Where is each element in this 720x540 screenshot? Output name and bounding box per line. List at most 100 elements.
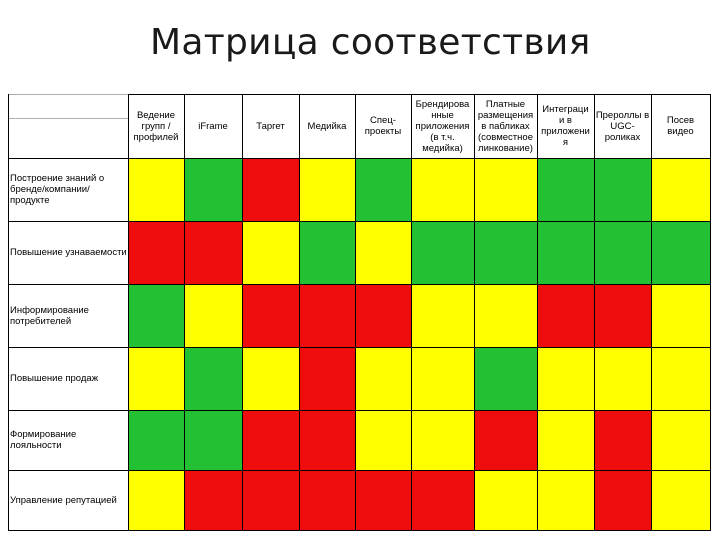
matrix-cell-red xyxy=(537,284,594,347)
grid-line-vertical xyxy=(299,94,300,530)
matrix-cell-yellow xyxy=(128,347,184,410)
row-label: Построение знаний о бренде/компании/прод… xyxy=(10,173,105,206)
matrix-cell-yellow xyxy=(184,284,242,347)
header-divider xyxy=(8,94,128,95)
matrix-cell-green xyxy=(128,410,184,470)
column-header: Ведение групп / профилей xyxy=(133,109,179,143)
matrix-cell-yellow xyxy=(651,347,710,410)
grid-line-horizontal xyxy=(128,94,711,95)
matrix-cell-yellow xyxy=(411,410,474,470)
matrix-cell-green xyxy=(128,284,184,347)
row-label: Информирование потребителей xyxy=(10,304,89,327)
matrix-cell-yellow xyxy=(242,347,299,410)
grid-line-horizontal xyxy=(8,347,711,348)
matrix-cell-red xyxy=(594,284,651,347)
row-label: Повышение продаж xyxy=(10,373,99,384)
grid-line-horizontal xyxy=(8,221,711,222)
matrix-cell-green xyxy=(299,221,355,284)
grid-line-horizontal xyxy=(8,284,711,285)
matrix-cell-red xyxy=(299,470,355,530)
matrix-cell-yellow xyxy=(651,158,710,221)
matrix-cell-yellow xyxy=(128,158,184,221)
matrix-cell-green xyxy=(651,221,710,284)
column-header: Медийка xyxy=(307,120,347,132)
grid-line-horizontal xyxy=(8,530,711,531)
matrix-cell-yellow xyxy=(537,470,594,530)
matrix-cell-yellow xyxy=(128,470,184,530)
grid-line-vertical xyxy=(8,94,9,530)
row-label: Повышение узнаваемости xyxy=(10,247,127,258)
matrix-cell-yellow xyxy=(355,410,411,470)
header-divider xyxy=(8,118,128,119)
matrix-cell-red xyxy=(355,284,411,347)
grid-line-vertical xyxy=(184,94,185,530)
matrix-cell-yellow xyxy=(355,221,411,284)
matrix-cell-yellow xyxy=(299,158,355,221)
matrix-cell-yellow xyxy=(537,410,594,470)
matrix-cell-green xyxy=(184,158,242,221)
matrix-cell-red xyxy=(242,284,299,347)
matrix-cell-green xyxy=(474,347,537,410)
column-header: Таргет xyxy=(256,120,285,132)
grid-line-horizontal xyxy=(8,158,711,159)
matrix-cell-red xyxy=(299,284,355,347)
matrix-cell-yellow xyxy=(411,158,474,221)
matrix-cell-red xyxy=(299,347,355,410)
matrix-cell-yellow xyxy=(411,284,474,347)
matrix-cell-yellow xyxy=(411,347,474,410)
matrix-cell-red xyxy=(184,470,242,530)
column-header: Платные размещения в пабликах (совместно… xyxy=(477,98,534,154)
grid-line-vertical xyxy=(710,94,711,530)
grid-line-horizontal xyxy=(8,470,711,471)
matrix-cell-red xyxy=(242,470,299,530)
matrix-cell-green xyxy=(594,221,651,284)
row-label: Формирование лояльности xyxy=(10,429,77,451)
matrix-cell-green xyxy=(411,221,474,284)
matrix-cell-yellow xyxy=(474,470,537,530)
matrix-cell-green xyxy=(594,158,651,221)
grid-line-vertical xyxy=(411,94,412,530)
matrix-cell-red xyxy=(594,410,651,470)
matrix-cell-yellow xyxy=(594,347,651,410)
grid-line-vertical xyxy=(242,94,243,530)
column-header: Прероллы в UGC- роликах xyxy=(595,109,650,143)
matrix-cell-green xyxy=(184,410,242,470)
matrix-cell-red xyxy=(128,221,184,284)
matrix-cell-yellow xyxy=(651,284,710,347)
matrix-cell-red xyxy=(184,221,242,284)
column-header: Посев видео xyxy=(666,115,695,137)
grid-line-vertical xyxy=(355,94,356,530)
matrix-cell-green xyxy=(184,347,242,410)
matrix-cell-yellow xyxy=(355,347,411,410)
matrix-cell-yellow xyxy=(651,470,710,530)
matrix-cell-green xyxy=(355,158,411,221)
column-header: Брендирова нные приложения (в т.ч. медий… xyxy=(415,98,470,154)
grid-line-vertical xyxy=(537,94,538,530)
column-header: iFrame xyxy=(198,120,228,132)
matrix-cell-yellow xyxy=(651,410,710,470)
grid-line-vertical xyxy=(474,94,475,530)
matrix-cell-red xyxy=(242,158,299,221)
matrix-cell-red xyxy=(355,470,411,530)
matrix-cell-red xyxy=(474,410,537,470)
matrix-cell-green xyxy=(474,221,537,284)
matrix-cell-yellow xyxy=(474,158,537,221)
grid-line-vertical xyxy=(651,94,652,530)
matrix-cell-green xyxy=(537,158,594,221)
matrix-cell-red xyxy=(411,470,474,530)
grid-line-horizontal xyxy=(8,410,711,411)
slide-title: Матрица соответствия xyxy=(150,22,591,63)
grid-line-vertical xyxy=(128,94,129,530)
column-header: Интеграци и в приложени я xyxy=(541,104,590,148)
matrix-cell-yellow xyxy=(537,347,594,410)
matrix-cell-red xyxy=(594,470,651,530)
matrix-cell-yellow xyxy=(242,221,299,284)
matrix-cell-red xyxy=(299,410,355,470)
matrix-cell-red xyxy=(242,410,299,470)
matrix-cell-green xyxy=(537,221,594,284)
matrix-cell-yellow xyxy=(474,284,537,347)
grid-line-vertical xyxy=(594,94,595,530)
column-header: Спец- проекты xyxy=(364,115,402,137)
row-label: Управление репутацией xyxy=(10,494,117,506)
